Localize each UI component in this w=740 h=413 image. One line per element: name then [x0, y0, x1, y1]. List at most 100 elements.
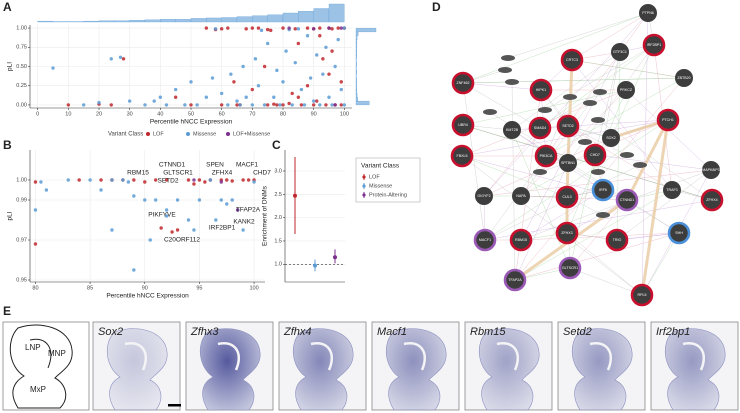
- edge: [514, 77, 685, 281]
- node: [503, 268, 527, 292]
- node-label: UBR4: [458, 123, 468, 127]
- legend-label: Missense: [193, 131, 216, 137]
- tissue: [107, 328, 168, 411]
- point: [204, 95, 209, 99]
- point: [250, 103, 255, 107]
- y-axis-label: Enrichment of DNMs: [262, 185, 269, 246]
- point: [39, 180, 43, 184]
- point: [290, 91, 294, 96]
- point: [204, 26, 209, 30]
- y-tick-label: 0.99: [16, 197, 27, 203]
- node: [512, 187, 530, 205]
- schematic-outline: [9, 324, 73, 409]
- point: [256, 84, 261, 88]
- point: [265, 103, 270, 107]
- x-tick-label: 20: [96, 111, 102, 117]
- point: [290, 103, 294, 107]
- point: [99, 188, 103, 192]
- point: [235, 208, 240, 212]
- panel-label: A: [3, 0, 12, 14]
- legend-title: Variant Class: [361, 163, 400, 170]
- node-label: ZNF462: [457, 81, 470, 85]
- gene-label: GLTSCR1: [163, 170, 193, 177]
- edge: [461, 155, 568, 198]
- point: [241, 64, 245, 69]
- histogram-bar: [355, 77, 357, 83]
- gene-label: PIKFYVE: [148, 212, 176, 219]
- tissue: [200, 328, 261, 411]
- point: [118, 55, 123, 59]
- node: [473, 228, 497, 252]
- point: [313, 263, 317, 268]
- node-label: TFAP2A: [508, 278, 522, 282]
- node: [663, 181, 681, 199]
- point: [219, 27, 224, 31]
- point: [164, 208, 169, 212]
- y-tick-label: 1.5: [274, 238, 282, 244]
- histogram-bar: [355, 85, 357, 90]
- node: [639, 4, 657, 22]
- edge: [569, 267, 643, 296]
- point: [229, 72, 233, 76]
- edge: [511, 81, 516, 281]
- histogram-bar: [355, 35, 358, 40]
- point: [197, 198, 202, 202]
- point: [333, 64, 337, 69]
- cleft: [217, 341, 241, 371]
- point: [305, 34, 310, 38]
- x-tick-label: 95: [196, 285, 202, 291]
- node-label: IRF2BP1: [647, 43, 662, 47]
- point: [158, 95, 163, 99]
- edge: [520, 102, 591, 197]
- edge: [462, 77, 685, 84]
- point: [33, 242, 38, 246]
- histogram-bar: [355, 54, 357, 59]
- tissue: [665, 328, 726, 411]
- point: [305, 84, 310, 88]
- point: [219, 103, 224, 107]
- point: [241, 228, 245, 232]
- edge: [489, 111, 680, 234]
- x-tick-label: 40: [157, 111, 163, 117]
- point: [175, 198, 180, 202]
- point: [318, 26, 322, 30]
- edge: [511, 51, 621, 131]
- edge-strong: [640, 119, 670, 296]
- x-tick-label: 30: [127, 111, 133, 117]
- edge: [514, 162, 569, 281]
- point: [235, 103, 239, 107]
- point: [44, 188, 49, 192]
- x-axis-label: Percentile hNCC Expression: [106, 293, 189, 300]
- point: [81, 103, 86, 107]
- node-label: FBXL5: [457, 154, 468, 158]
- x-axis-label: Percentile hNCC Expression: [150, 119, 233, 126]
- point: [183, 103, 187, 107]
- edge: [520, 232, 680, 241]
- y-tick-label: 0.97: [16, 237, 27, 243]
- point: [152, 99, 156, 103]
- x-tick-label: 90: [142, 285, 148, 291]
- point: [97, 100, 101, 105]
- ish-image: Setd2: [557, 321, 646, 411]
- histogram-bar: [355, 39, 358, 44]
- point: [336, 37, 340, 42]
- point: [219, 91, 224, 96]
- point: [109, 57, 113, 61]
- point: [164, 103, 169, 107]
- edge: [462, 82, 541, 129]
- node: [450, 144, 474, 168]
- point: [51, 66, 55, 70]
- cleft: [682, 341, 706, 371]
- point: [121, 57, 126, 61]
- point: [305, 26, 310, 30]
- edge: [511, 129, 604, 191]
- node-label: SPTBN1: [561, 161, 575, 165]
- point: [173, 95, 178, 99]
- point: [153, 198, 158, 202]
- gene-label: TFAP2A: [236, 207, 261, 214]
- y-tick-label: 1.00: [16, 26, 27, 32]
- legend-swatch: [362, 184, 366, 188]
- point: [186, 178, 191, 182]
- ish-image: Sox2: [92, 321, 181, 411]
- x-tick-label: 70: [249, 111, 255, 117]
